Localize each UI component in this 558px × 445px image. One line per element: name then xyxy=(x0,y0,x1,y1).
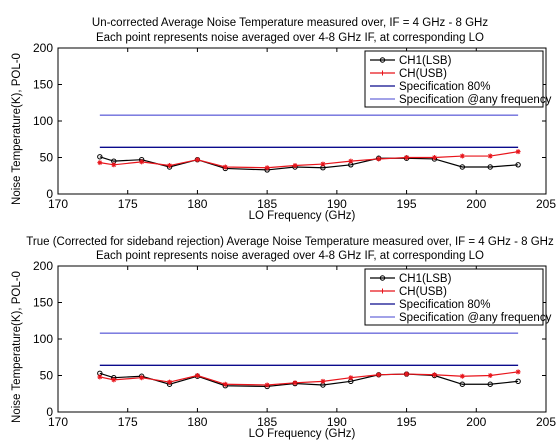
data-point-ch1 xyxy=(487,381,493,387)
y-tick-label: 50 xyxy=(40,151,54,165)
data-point-ch-usb xyxy=(320,161,326,167)
data-point-ch-usb xyxy=(111,377,117,383)
y-tick-label: 200 xyxy=(33,259,53,273)
data-point-ch1 xyxy=(487,164,493,170)
series-line-2 xyxy=(99,371,519,386)
chart-subtitle: Each point represents noise averaged ove… xyxy=(96,250,484,262)
chart-subtitle: Each point represents noise averaged ove… xyxy=(96,32,484,44)
chart-2: True (Corrected for sideband rejection) … xyxy=(11,236,556,440)
series-line-2 xyxy=(99,151,519,169)
data-point-ch-usb xyxy=(348,375,354,381)
data-point-ch-usb xyxy=(515,149,521,155)
legend-label: CH(USB) xyxy=(399,68,447,80)
x-tick-label: 185 xyxy=(257,197,277,211)
data-point-ch-usb xyxy=(376,156,382,162)
data-point-ch-usb xyxy=(194,373,200,378)
x-tick-label: 185 xyxy=(257,415,277,429)
data-point-ch1 xyxy=(97,154,103,160)
data-point-ch1 xyxy=(515,378,521,385)
x-tick-label: 170 xyxy=(48,197,68,211)
x-tick-label: 170 xyxy=(48,415,68,429)
x-axis-label: LO Frequency (GHz) xyxy=(249,428,356,440)
data-point-ch-usb xyxy=(222,381,228,387)
data-point-ch-usb xyxy=(111,162,117,168)
y-axis-label: Noise Temperature(K), POL-0 xyxy=(11,271,23,423)
data-point-ch1 xyxy=(459,381,466,387)
x-tick-label: 200 xyxy=(466,197,486,211)
data-point-ch-usb xyxy=(222,164,228,170)
data-point-ch-usb xyxy=(139,375,145,381)
x-tick-label: 175 xyxy=(118,415,138,429)
x-tick-label: 200 xyxy=(466,415,486,429)
data-point-ch-usb xyxy=(431,155,437,160)
data-point-ch-usb xyxy=(376,372,382,378)
data-point-ch-usb xyxy=(487,373,493,378)
legend-marker xyxy=(380,70,385,76)
data-point-ch-usb xyxy=(97,374,103,380)
data-point-ch1 xyxy=(515,162,521,168)
y-tick-label: 0 xyxy=(46,187,53,201)
y-tick-label: 0 xyxy=(46,405,53,419)
legend-label: Specification 80% xyxy=(399,299,490,311)
data-point-ch-usb xyxy=(487,153,493,159)
data-point-ch-usb xyxy=(404,371,410,377)
y-tick-label: 150 xyxy=(33,78,53,92)
data-point-ch-usb xyxy=(515,369,521,375)
y-axis-label: Noise Temperature(K), POL-0 xyxy=(11,53,23,205)
legend-label: CH1(LSB) xyxy=(399,273,452,285)
legend-label: CH1(LSB) xyxy=(399,55,452,67)
legend-marker xyxy=(379,57,386,63)
chart-title: True (Corrected for sideband rejection) … xyxy=(26,236,554,248)
y-tick-label: 150 xyxy=(33,296,53,310)
data-point-ch-usb xyxy=(194,157,200,163)
y-tick-label: 100 xyxy=(33,114,53,128)
x-tick-label: 180 xyxy=(187,197,207,211)
x-tick-label: 205 xyxy=(536,197,556,211)
x-tick-label: 175 xyxy=(118,197,138,211)
x-tick-label: 195 xyxy=(397,415,417,429)
data-point-ch-usb xyxy=(264,382,270,388)
data-point-ch1 xyxy=(459,164,466,170)
data-point-ch-usb xyxy=(459,153,465,159)
x-tick-label: 205 xyxy=(536,415,556,429)
data-point-ch-usb xyxy=(292,163,298,169)
x-tick-label: 195 xyxy=(397,197,417,211)
legend-marker xyxy=(379,275,386,281)
y-tick-label: 100 xyxy=(33,332,53,346)
y-tick-label: 200 xyxy=(33,41,53,55)
x-tick-label: 190 xyxy=(327,197,347,211)
data-point-ch-usb xyxy=(404,155,410,160)
legend-label: CH(USB) xyxy=(399,286,447,298)
data-point-ch-usb xyxy=(97,160,103,166)
data-point-ch-usb xyxy=(431,372,437,378)
series-line-1 xyxy=(99,156,519,171)
data-point-ch-usb xyxy=(139,159,145,165)
legend-label: Specification @any frequency xyxy=(399,94,552,106)
legend-marker xyxy=(380,288,385,294)
data-point-ch-usb xyxy=(167,163,173,169)
data-point-ch-usb xyxy=(167,379,173,385)
data-point-ch-usb xyxy=(348,158,354,164)
legend-label: Specification 80% xyxy=(399,81,490,93)
x-axis-label: LO Frequency (GHz) xyxy=(249,210,356,222)
y-tick-label: 50 xyxy=(40,369,54,383)
x-tick-label: 190 xyxy=(327,415,347,429)
data-point-ch-usb xyxy=(264,165,270,171)
x-tick-label: 180 xyxy=(187,415,207,429)
data-point-ch-usb xyxy=(320,378,326,384)
legend-label: Specification @any frequency xyxy=(399,312,552,324)
data-point-ch-usb xyxy=(459,373,465,379)
chart-title: Un-corrected Average Noise Temperature m… xyxy=(92,17,488,29)
chart-1: Un-corrected Average Noise Temperature m… xyxy=(11,17,556,222)
data-point-ch-usb xyxy=(292,380,298,386)
